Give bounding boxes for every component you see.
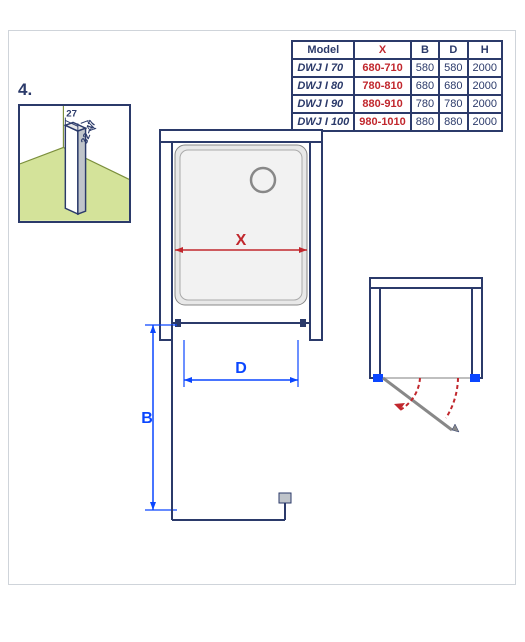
step4-svg: 27 32-47 [20,106,129,221]
label-x: X [236,232,247,249]
col-b: B [411,41,439,59]
label-b: B [141,410,153,427]
model-cell: DWJ I 70 [292,59,354,77]
col-x: X [354,41,411,59]
step4-illustration: 27 32-47 [18,104,131,223]
col-d: D [439,41,467,59]
main-diagram: X D B [135,125,355,555]
spec-table: ModelXBDH DWJ I 70680-7105805802000DWJ I… [291,40,503,132]
model-cell: DWJ I 80 [292,77,354,95]
table-row: DWJ I 80780-8106806802000 [292,77,502,95]
label-d: D [235,360,247,377]
table-row: DWJ I 90880-9107807802000 [292,95,502,113]
col-h: H [468,41,502,59]
step4-number: 4. [18,80,131,100]
col-model: Model [292,41,354,59]
table-row: DWJ I 70680-7105805802000 [292,59,502,77]
model-cell: DWJ I 90 [292,95,354,113]
swing-diagram [360,270,495,435]
step4-section: 4. 27 32-47 [18,80,131,223]
dim-27: 27 [66,109,77,120]
